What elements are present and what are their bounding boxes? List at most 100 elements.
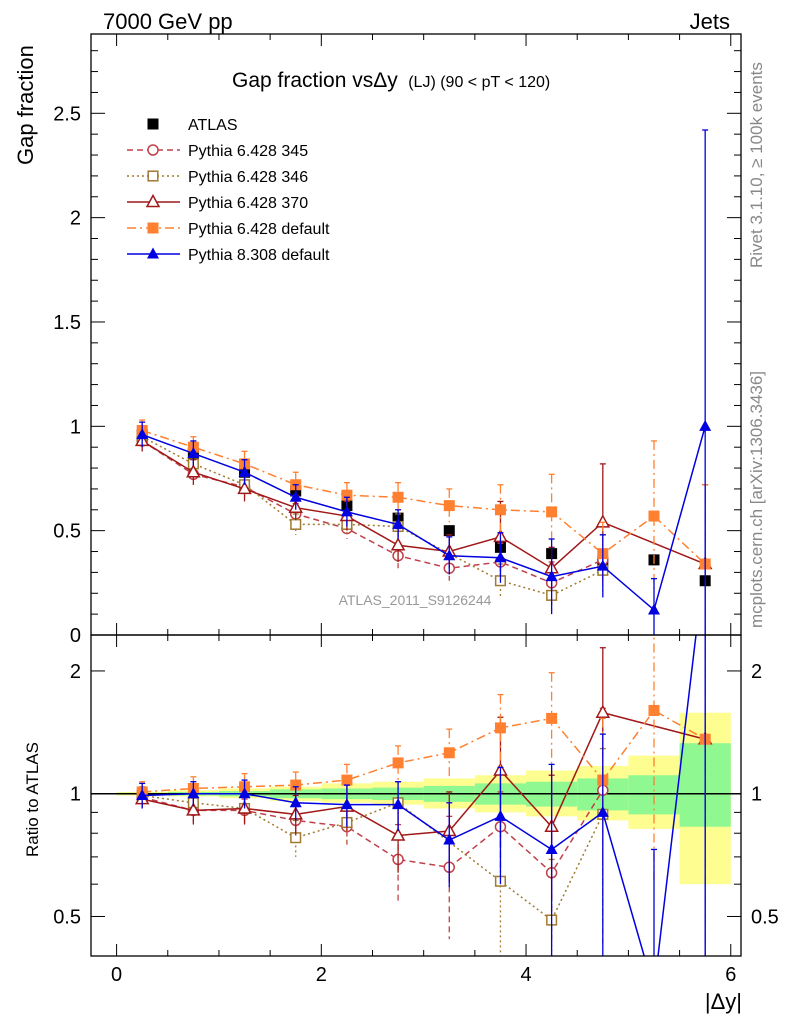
legend-entry-2: Pythia 6.428 346 [127,169,308,186]
legend-label-4: Pythia 6.428 default [188,221,330,238]
main-series-5-line [141,426,706,612]
main-series-4-point-10 [648,510,660,522]
main-series-2 [136,425,609,613]
legend-entry-1: Pythia 6.428 345 [127,143,308,160]
ratio-series-4-point-1 [187,787,200,799]
xtick-label-3: 6 [725,964,736,986]
legend-entry-3: Pythia 6.428 370 [127,193,308,212]
ratio-series-3-point-8 [546,712,558,724]
ratio-ytick-label-right-0: 0.5 [751,906,779,928]
ratio-ytick-label-right-1: 1 [751,784,762,806]
ratio-series-3-line [142,709,706,793]
legend-marker-4 [147,222,159,234]
ratio-series-3-point-5 [392,757,404,769]
main-ytick-label-1: 1 [70,416,81,438]
ratio-series-4-point-3 [289,796,302,808]
main-series-5-point-11 [699,419,712,431]
ratio-series-3-point-7 [494,722,506,734]
axes-layer: 0 2 4 6 0.5 1 1.5 2 2.5 0 0.5 0.5 1 1 2 2 [53,33,779,986]
legend: ATLAS Pythia 6.428 345 Pythia 6.428 346 Pyt… [127,117,330,264]
main-series-5-point-4 [340,505,353,517]
main-ytick-label-0: 0.5 [53,521,81,543]
xtick-label-0: 0 [111,964,122,986]
ratio-ytick-label-left-2: 2 [70,661,81,683]
chart-title: Gap fraction vsΔy (LJ) (90 < pT < 120) [232,69,550,92]
ratio-series-4 [136,635,706,995]
main-series-4-point-8 [546,506,558,518]
ratio-ytick-label-left-1: 1 [70,784,81,806]
header-right: Jets [690,9,730,34]
ratio-ylabel: Ratio to ATLAS [23,742,42,857]
main-ytick-label-2: 1.5 [53,312,81,334]
xtick-label-1: 2 [316,964,327,986]
ratio-series-4-point-10 [648,984,660,995]
main-series-2-point-3 [290,518,302,530]
main-series-5-point-0 [136,428,149,440]
main-series-2-line [141,436,604,597]
ratio-series-0-line [141,789,604,874]
chart-title-sub: (LJ) (90 < pT < 120) [408,74,550,91]
ratio-series-2-point-1 [186,802,201,816]
legend-entry-4: Pythia 6.428 default [127,221,330,238]
main-series-5-point-10 [647,603,660,615]
legend-entry-5: Pythia 8.308 default [127,247,330,264]
legend-label-5: Pythia 8.308 default [188,247,330,264]
ratio-series-4-point-8 [545,842,558,854]
main-series-5-point-1 [187,446,200,458]
ratio-ytick-label-right-2: 2 [751,661,762,683]
ratio-frame [90,634,742,957]
main-series-4-line [141,429,706,565]
main-series-5 [136,129,712,635]
ratio-series-4-point-5 [392,798,405,810]
ratio-series-layer [134,635,713,995]
main-series-5-point-5 [392,517,405,529]
ratio-series-4-point-9 [596,805,609,817]
main-series-4-point-5 [392,491,404,503]
header-left: 7000 GeV pp [103,9,233,34]
legend-marker-1 [147,144,159,156]
main-series-4-point-6 [443,500,455,512]
ratio-series-3-point-6 [443,747,455,759]
main-series-layer [134,129,713,635]
main-series-3-line [141,440,706,570]
ratio-ytick-label-left-0: 0.5 [53,906,81,928]
legend-label-3: Pythia 6.428 370 [188,195,308,212]
chart-title-main: Gap fraction vsΔy [232,69,398,92]
ratio-series-3-point-4 [341,774,353,786]
ratio-series-4-point-6 [443,833,456,845]
main-series-5-point-8 [545,570,558,582]
ratio-series-4-point-4 [340,798,353,810]
main-series-3-point-5 [390,537,406,551]
ratio-series-2-point-5 [390,827,406,841]
xlabel: |Δy| [705,989,742,1014]
main-ytick-label-4: 2.5 [53,103,81,125]
ratio-series-3-point-10 [648,704,660,716]
ratio-series-4-point-7 [494,809,507,821]
main-series-5-point-9 [596,559,609,571]
main-series-1 [136,429,609,604]
mcplots-label: mcplots.cern.ch [arXiv:1306.3436] [747,371,766,628]
main-series-3-point-1 [186,464,201,478]
ratio-series-3-point-3 [290,779,302,791]
main-series-5-point-2 [238,465,251,477]
xtick-label-2: 4 [520,964,531,986]
legend-label-0: ATLAS [188,117,238,134]
main-series-4-point-4 [341,489,353,501]
analysis-watermark: ATLAS_2011_S9126244 [339,592,492,608]
main-series-0-point-6 [443,525,455,537]
main-ytick-label-3: 2 [70,208,81,230]
legend-label-2: Pythia 6.428 346 [188,169,308,186]
rivet-label: Rivet 3.1.10, ≥ 100k events [747,62,766,268]
legend-marker-0 [147,118,159,130]
ratio-series-0 [136,707,609,948]
main-series-0 [136,429,711,587]
main-series-5-point-7 [494,551,507,563]
main-ytick-label-zero: 0 [70,625,81,647]
legend-label-1: Pythia 6.428 345 [188,143,308,160]
ratio-series-2-point-9 [595,704,611,718]
legend-entry-0: ATLAS [147,117,238,134]
main-series-5-point-6 [443,549,456,561]
ratio-series-4-line [142,635,697,956]
ratio-series-4-point-0 [136,788,149,800]
